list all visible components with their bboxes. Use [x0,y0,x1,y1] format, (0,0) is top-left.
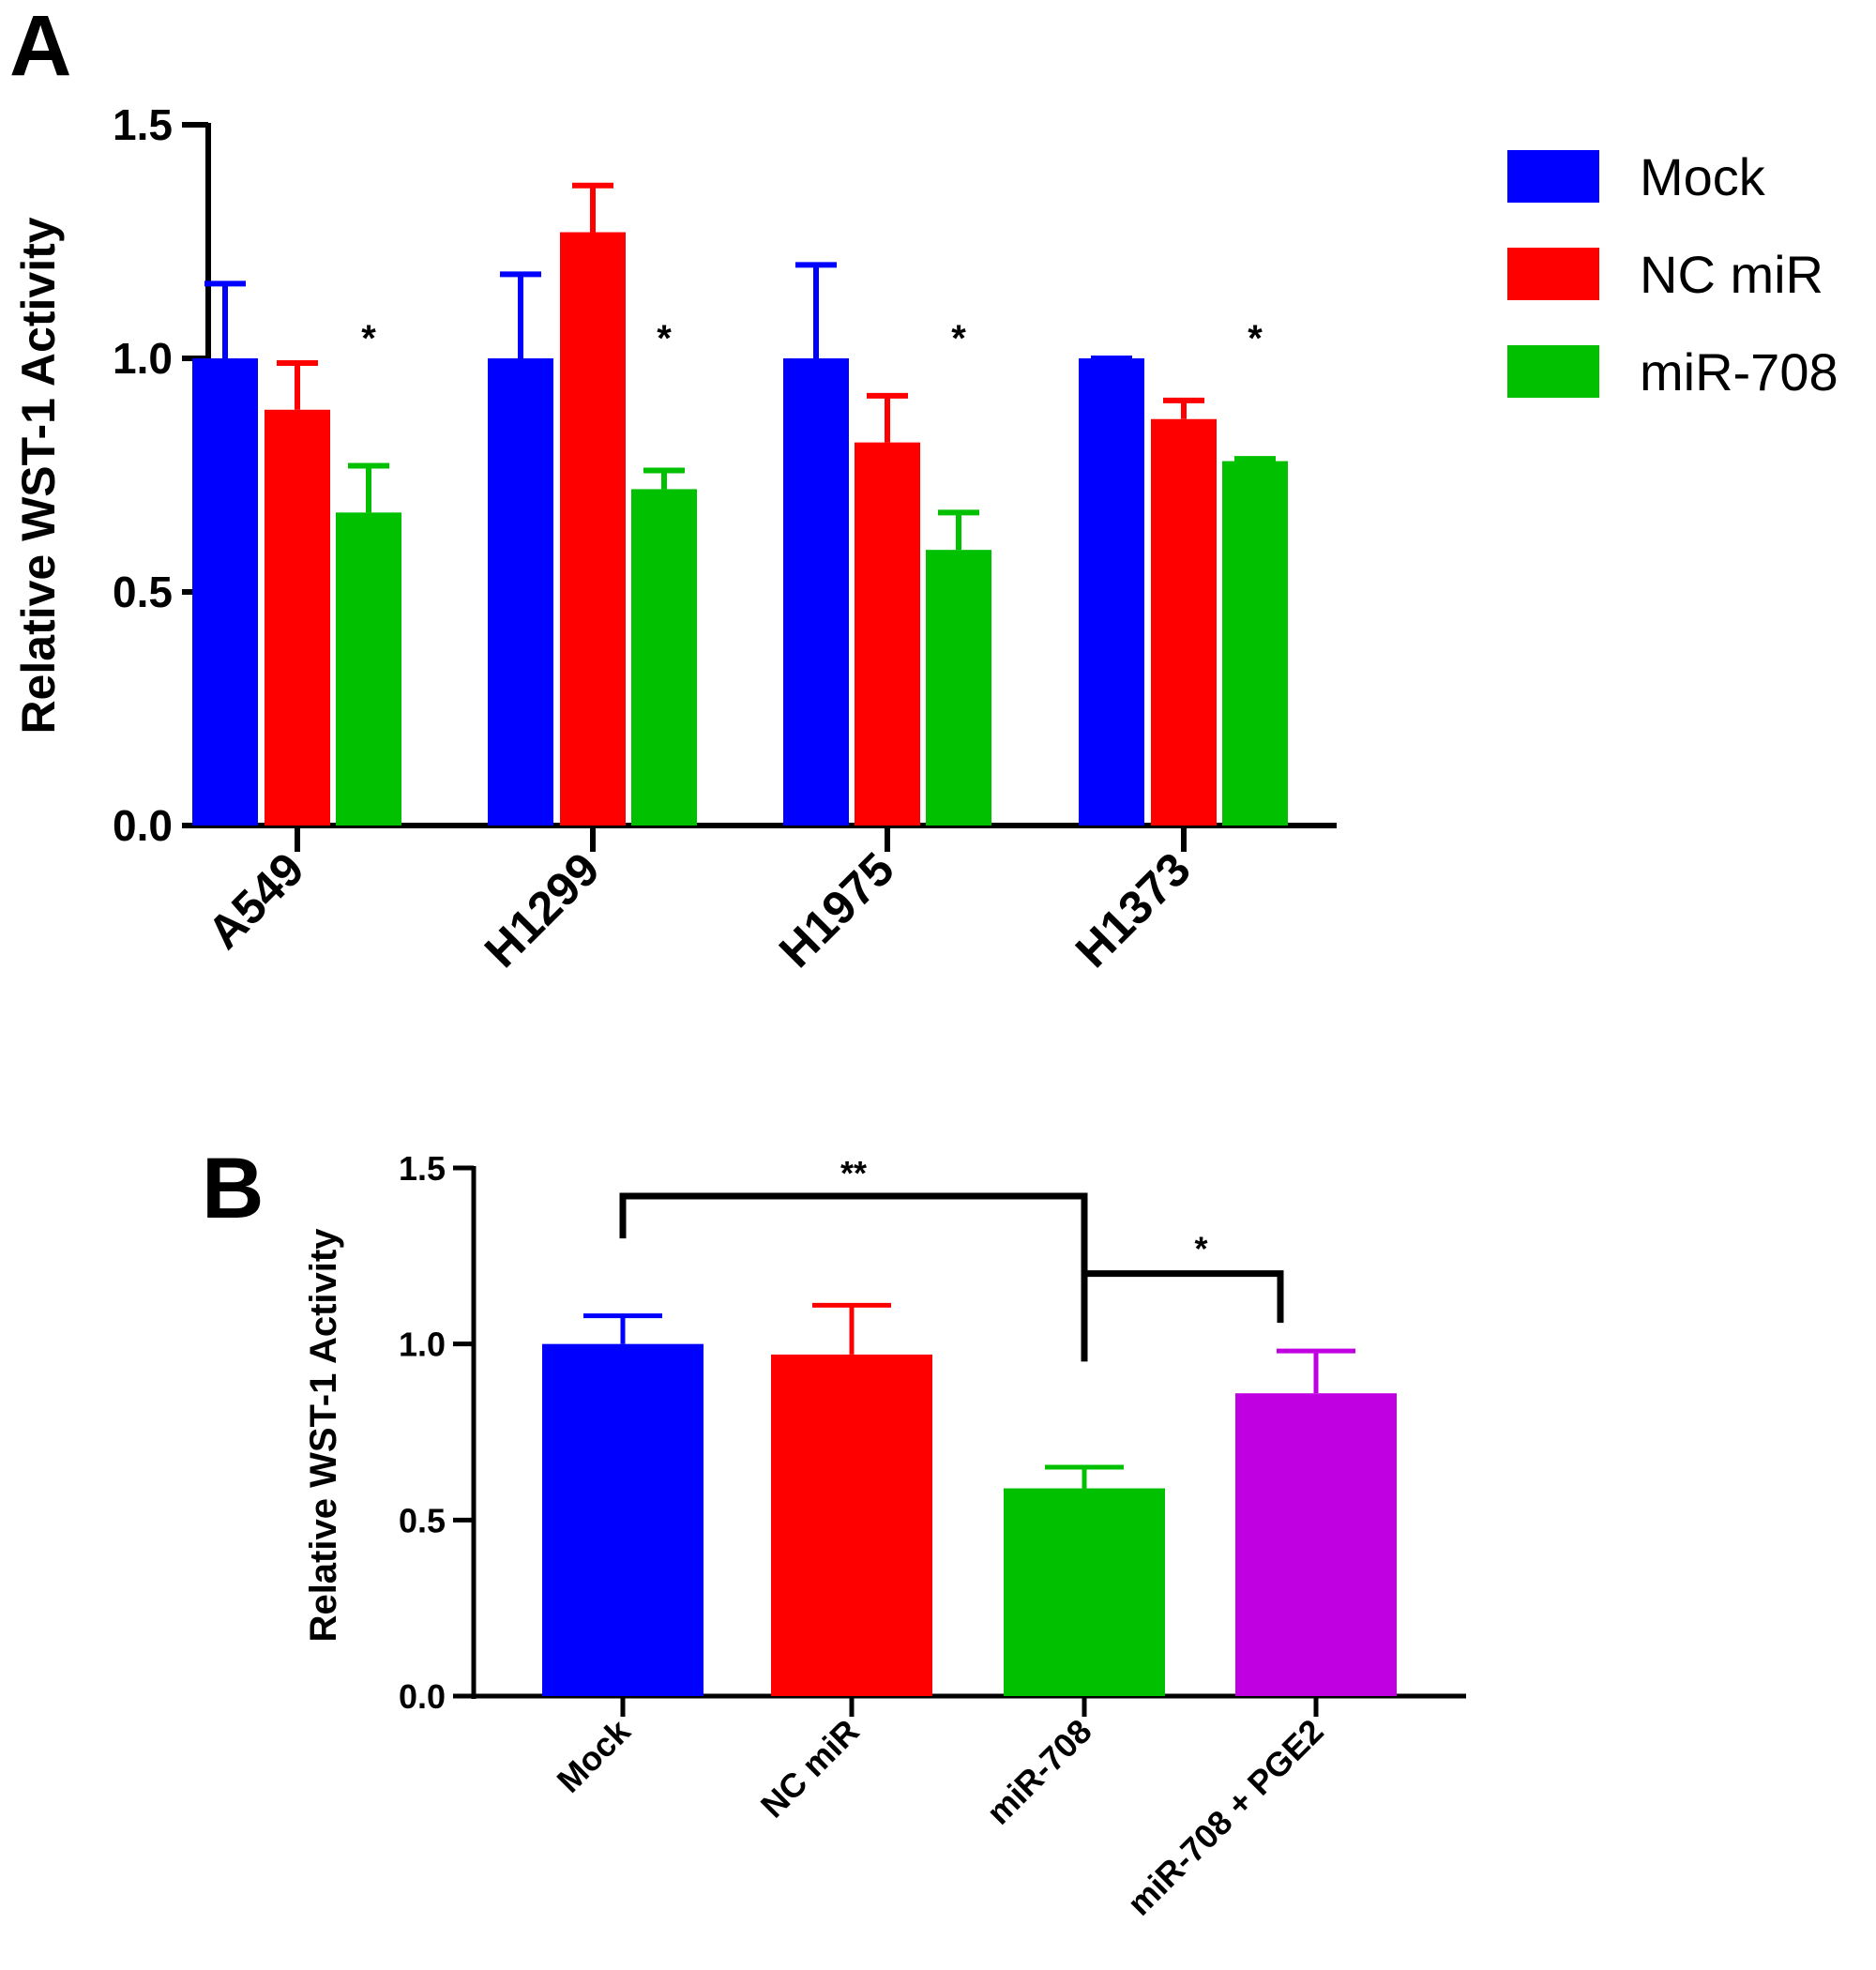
y-tick-label-a: 1.5 [113,100,173,149]
legend-swatch-mock [1507,150,1599,203]
legend-label: miR-708 [1640,342,1838,402]
bar-mock-h1373 [1079,358,1144,826]
bar-nc-mir-a549 [265,409,330,826]
legend-swatch-nc-mir [1507,248,1599,300]
bar-mock-h1975 [783,358,849,826]
y-tick-label-a: 0.0 [113,801,173,850]
significance-marker-b: ** [840,1154,867,1192]
panel-a: A 0.0 0.5 1.0 1.5 Relative WST-1 Activity * A54… [9,0,1838,977]
significance-marker-a: * [951,318,966,359]
bar-mock-h1299 [488,358,553,826]
bar-mir-708-h1299 [631,489,697,826]
category-label-b: NC miR [753,1712,867,1826]
bar-nc-mir-h1975 [855,442,920,826]
bar-mir-708-h1373 [1222,461,1288,826]
panel-label-b: B [202,1141,264,1236]
category-label-a: H1975 [769,842,904,977]
y-tick-label-b: 1.5 [399,1149,446,1188]
category-label-a: A549 [198,842,314,959]
y-tick-label-b: 0.0 [399,1677,446,1716]
bar-mir-708-a549 [336,512,401,826]
y-tick-label-b: 0.5 [399,1501,446,1539]
bar-mir-708 [1004,1488,1165,1696]
bar-mir-708-pge2 [1235,1393,1397,1696]
panel-label-a: A [9,0,71,94]
y-tick-label-a: 0.5 [113,568,173,616]
significance-bracket [619,1192,1088,1362]
bar-nc-mir-h1299 [560,232,626,826]
y-tick-label-a: 1.0 [113,334,173,383]
significance-marker-a: * [1248,318,1263,359]
significance-bracket [1084,1270,1284,1324]
y-tick-label-b: 1.0 [399,1326,446,1364]
significance-marker-a: * [657,318,672,359]
legend-label: Mock [1640,147,1766,206]
category-label-b: Mock [550,1711,639,1800]
bar-nc-mir-h1373 [1151,418,1217,826]
bar-mir-708-h1975 [926,550,991,826]
category-label-a: H1373 [1066,842,1201,977]
category-label-b: miR-708 + PGE2 [1120,1712,1331,1923]
bar-nc-mir [771,1354,932,1696]
legend-swatch-mir-708 [1507,345,1599,398]
y-axis-title-a: Relative WST-1 Activity [12,217,65,734]
significance-marker-a: * [361,318,376,359]
panel-b: B 0.0 0.5 1.0 1.5 Relative WST-1 Activity Mock… [202,1141,1466,1923]
bar-mock-a549 [192,358,258,826]
significance-marker-b: * [1194,1230,1207,1268]
bar-mock [542,1343,704,1696]
y-axis-title-b: Relative WST-1 Activity [303,1228,344,1643]
category-label-b: miR-708 [979,1712,1099,1832]
legend-label: NC miR [1640,245,1823,304]
legend-a: Mock NC miR miR-708 [1507,147,1838,402]
category-label-a: H1299 [475,842,610,977]
